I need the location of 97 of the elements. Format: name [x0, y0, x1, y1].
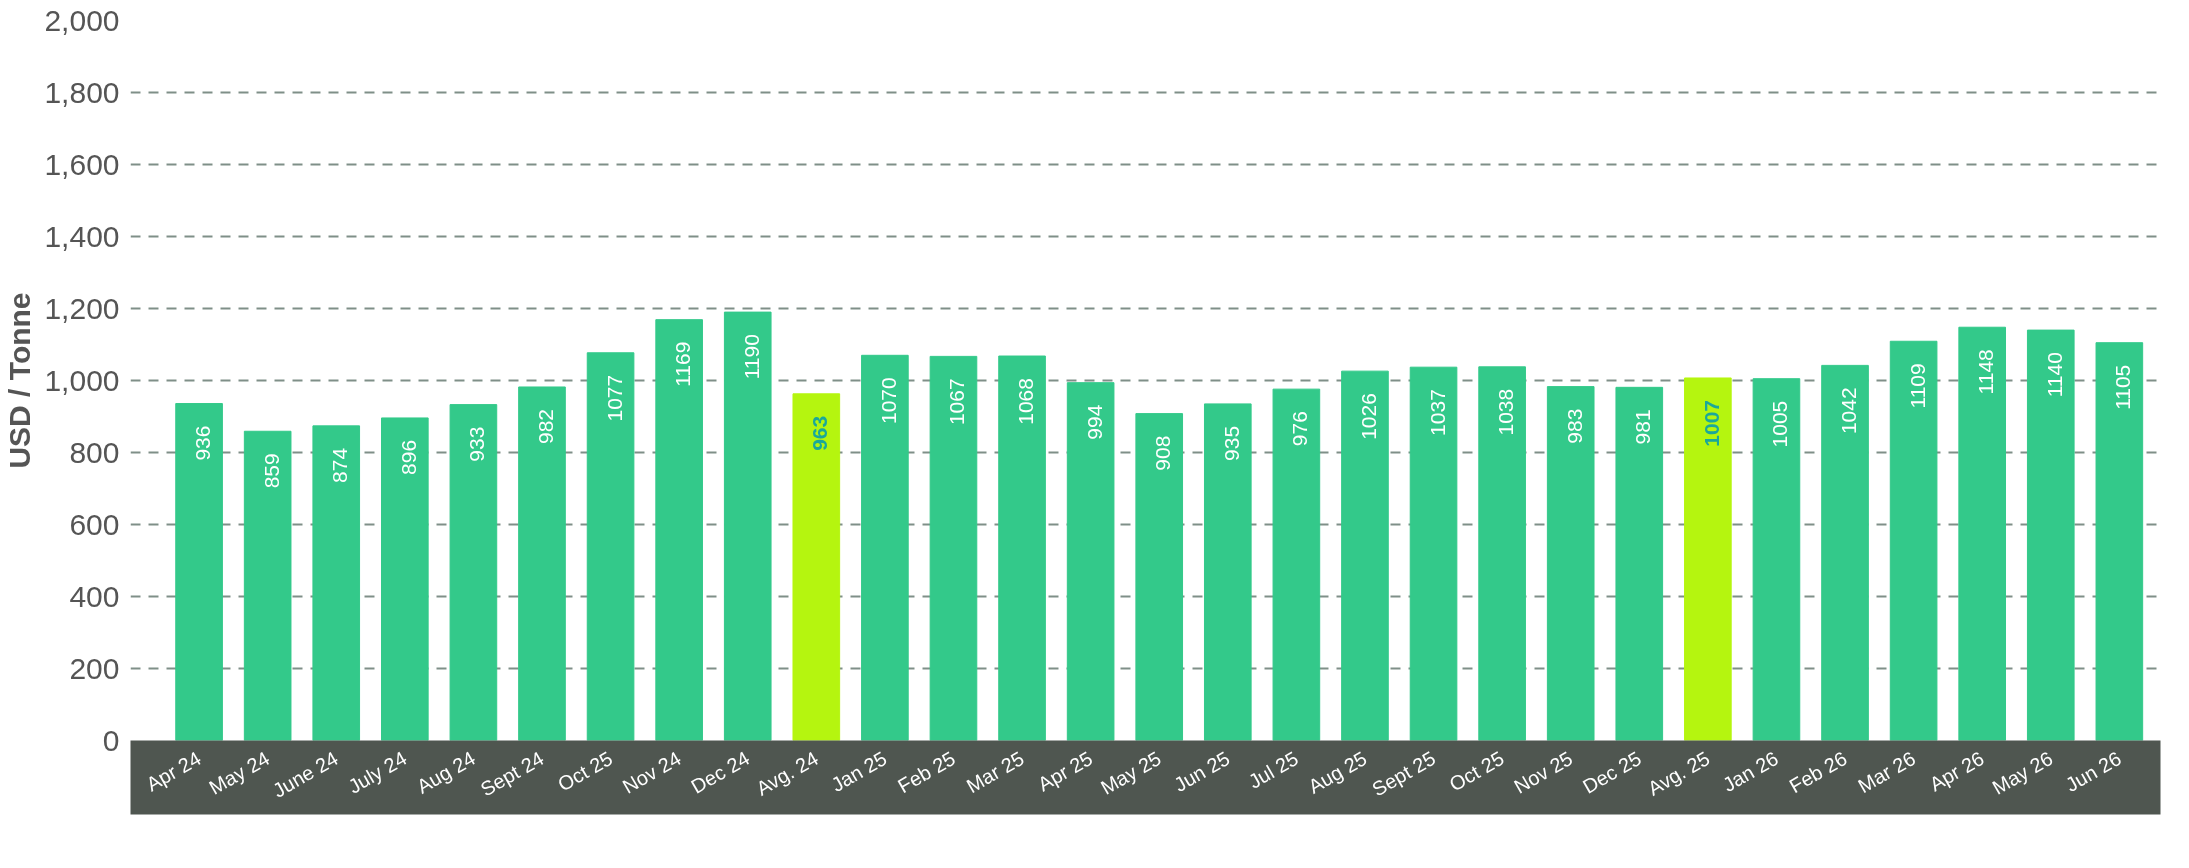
- bar: [1546, 386, 1595, 741]
- x-tick-label: Apr 26: [1925, 746, 1988, 796]
- data-label: 982: [533, 408, 557, 445]
- y-tick-label: 400: [69, 579, 120, 613]
- y-tick-label: 0: [102, 723, 120, 757]
- bar: [723, 311, 772, 741]
- x-tick-label: Aug 25: [1304, 746, 1371, 798]
- y-tick-label: 1,800: [44, 75, 120, 109]
- data-label: 1148: [1974, 349, 1998, 395]
- x-tick-label: Apr 25: [1034, 746, 1097, 796]
- x-tick-label: July 24: [344, 746, 411, 798]
- bar: [929, 355, 978, 741]
- data-label: 1037: [1425, 389, 1449, 436]
- x-tick-label: Sept 25: [1368, 746, 1440, 801]
- data-label: 1109: [1905, 363, 1929, 409]
- data-label: 1007: [1699, 399, 1723, 447]
- x-tick-label: Oct 25: [1445, 746, 1508, 796]
- data-label: 976: [1288, 411, 1312, 447]
- x-tick-label: Apr 24: [142, 746, 205, 796]
- y-tick-label: 1,400: [44, 219, 120, 253]
- x-tick-label: Feb 26: [1785, 746, 1851, 798]
- data-label: 933: [465, 426, 489, 462]
- data-label: 1070: [876, 377, 900, 425]
- bar: [1478, 366, 1526, 741]
- data-label: 963: [808, 415, 832, 451]
- data-label: 1077: [602, 374, 626, 422]
- y-tick-label: 1,000: [44, 363, 120, 397]
- y-tick-label: 1,600: [44, 147, 120, 181]
- data-label: 1067: [945, 378, 969, 426]
- data-label: 936: [191, 425, 215, 461]
- bar: [586, 352, 635, 741]
- bar: [1066, 382, 1115, 741]
- x-tick-label: Jan 26: [1718, 746, 1782, 797]
- data-label: 1169: [671, 341, 695, 387]
- data-label: 1105: [2111, 364, 2135, 410]
- data-label: 1038: [1494, 388, 1518, 436]
- data-label: 1005: [1768, 400, 1792, 448]
- bar: [792, 393, 841, 741]
- x-tick-label: Feb 25: [894, 746, 959, 798]
- x-tick-label: Jun 26: [2061, 746, 2125, 797]
- x-tick-label: Mar 26: [1854, 746, 1920, 798]
- bar: [1615, 386, 1664, 741]
- data-label: 1026: [1356, 393, 1380, 440]
- y-tick-label: 600: [69, 507, 120, 541]
- data-label: 983: [1562, 408, 1586, 444]
- x-tick-label: Jul 25: [1244, 746, 1302, 793]
- x-tick-label: Jan 25: [827, 746, 891, 797]
- bar: [1409, 366, 1458, 741]
- bar: [998, 355, 1046, 741]
- y-tick-label: 200: [69, 651, 120, 685]
- bar: [2026, 329, 2075, 741]
- bar: [2095, 342, 2144, 741]
- bar: [1135, 413, 1184, 741]
- data-label: 981: [1631, 409, 1655, 445]
- y-tick-label: 1,200: [44, 291, 120, 325]
- data-label: 1140: [2042, 352, 2066, 398]
- bar: [1889, 340, 1938, 741]
- x-tick-label: Oct 25: [554, 746, 617, 796]
- bar: [1272, 388, 1321, 741]
- y-axis-title: USD / Tonne: [3, 292, 37, 469]
- data-label: 994: [1082, 404, 1106, 440]
- data-label: 935: [1219, 425, 1243, 461]
- data-label: 1190: [739, 334, 763, 380]
- bar: [243, 430, 292, 741]
- bar: [312, 425, 361, 741]
- bar: [1752, 378, 1801, 741]
- data-label: 1068: [1014, 378, 1038, 425]
- x-tick-label: Dec 25: [1578, 746, 1645, 798]
- data-label: 859: [259, 453, 283, 489]
- bar: [449, 404, 498, 741]
- bar: [1958, 326, 2007, 741]
- y-tick-label: 2,000: [44, 3, 120, 37]
- x-tick-label: May 25: [1096, 746, 1165, 799]
- x-tick-label: Aug 24: [413, 746, 479, 798]
- bar: [175, 403, 223, 741]
- bar: [655, 319, 703, 741]
- bar: [861, 354, 909, 741]
- bar: [1341, 370, 1389, 741]
- x-tick-label: Nov 24: [618, 746, 685, 798]
- x-tick-label: May 26: [1988, 746, 2057, 799]
- x-tick-label: Jun 25: [1170, 746, 1234, 797]
- x-tick-label: Dec 24: [687, 746, 754, 798]
- x-tick-label: Mar 25: [962, 746, 1028, 798]
- x-tick-label: Nov 25: [1510, 746, 1577, 798]
- bar: [381, 417, 429, 741]
- data-label: 874: [328, 447, 352, 483]
- y-tick-label: 800: [69, 435, 120, 469]
- data-label: 1042: [1837, 387, 1861, 435]
- bar: [1821, 364, 1869, 741]
- data-label: 896: [396, 439, 420, 475]
- bar: [1684, 377, 1732, 741]
- bar: [1203, 403, 1252, 741]
- bar: [518, 386, 566, 741]
- x-tick-label: Avg. 25: [1643, 746, 1714, 800]
- x-tick-label: Sept 24: [476, 746, 548, 801]
- x-tick-label: Avg. 24: [752, 746, 822, 800]
- data-label: 908: [1151, 435, 1175, 471]
